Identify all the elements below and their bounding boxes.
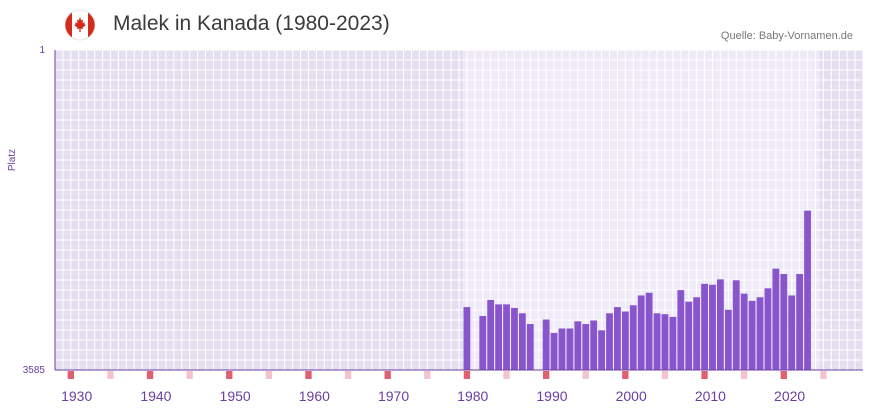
- bar-1995: [598, 330, 605, 370]
- bar-2003: [661, 314, 669, 370]
- x-tick-2010: 2010: [695, 388, 726, 404]
- half-decade-marker: [582, 371, 589, 379]
- bar-2012: [732, 280, 740, 370]
- y-axis-label: Platz: [7, 149, 18, 171]
- bar-2021: [804, 210, 811, 370]
- bar-1999: [629, 305, 637, 370]
- decade-marker: [780, 371, 787, 379]
- x-tick-1930: 1930: [61, 388, 92, 404]
- bar-1989: [550, 332, 558, 370]
- bar-2020: [796, 274, 804, 370]
- x-tick-1940: 1940: [140, 388, 171, 404]
- bar-2008: [701, 283, 708, 370]
- bar-1998: [621, 311, 629, 370]
- axes: [54, 50, 863, 371]
- half-decade-marker: [265, 371, 273, 379]
- bar-2017: [772, 268, 780, 370]
- decade-marker: [384, 371, 391, 379]
- bar-2010: [717, 279, 724, 370]
- half-decade-marker: [424, 371, 431, 379]
- x-tick-labels: 1930 1940 1950 1960 1970 1980 1990 2000 2010 2020: [61, 388, 805, 404]
- canada-flag-icon: [64, 9, 96, 41]
- bar-1994: [590, 320, 598, 370]
- bar-2009: [709, 284, 716, 370]
- half-decade-marker: [741, 371, 748, 379]
- x-tick-1960: 1960: [299, 388, 330, 404]
- decade-marker: [542, 371, 550, 379]
- bar-1986: [526, 324, 534, 370]
- x-tick-1980: 1980: [457, 388, 488, 404]
- bar-1983: [503, 304, 510, 370]
- x-tick-1970: 1970: [378, 388, 409, 404]
- x-tick-1950: 1950: [220, 388, 251, 404]
- bar-2014: [748, 300, 756, 370]
- chart-title: Malek in Kanada (1980-2023): [113, 12, 390, 35]
- bar-2002: [653, 313, 661, 370]
- bar-2000: [637, 295, 645, 370]
- bar-1980: [479, 315, 487, 370]
- bar-1981: [487, 299, 495, 370]
- bar-2006: [685, 301, 693, 370]
- bar-1985: [518, 313, 526, 370]
- decade-marker: [226, 371, 233, 379]
- bar-2001: [645, 292, 653, 370]
- y-tick-bottom: 3585: [23, 365, 46, 376]
- bar-2015: [756, 297, 764, 370]
- bar-1988: [542, 319, 550, 370]
- y-tick-top: 1: [39, 45, 45, 56]
- bar-2007: [693, 297, 701, 370]
- bar-2019: [788, 295, 796, 370]
- bar-2005: [677, 290, 685, 370]
- bar-1992: [574, 321, 582, 370]
- bar-1991: [566, 328, 574, 370]
- bar-series: [463, 210, 811, 370]
- half-decade-marker: [661, 371, 669, 379]
- x-tick-2000: 2000: [616, 388, 647, 404]
- source-credit: Quelle: Baby-Vornamen.de: [720, 30, 853, 42]
- half-decade-marker: [107, 371, 114, 379]
- x-tick-1990: 1990: [536, 388, 567, 404]
- decade-marker: [305, 371, 312, 379]
- bar-1990: [558, 328, 566, 370]
- year-markers: [67, 371, 827, 379]
- bar-2004: [669, 316, 677, 370]
- bar-1982: [495, 304, 503, 370]
- bar-2013: [740, 293, 748, 370]
- half-decade-marker: [344, 371, 352, 379]
- bar-2018: [780, 274, 788, 370]
- bar-2011: [724, 309, 732, 370]
- bar-1978: [463, 307, 471, 370]
- decade-marker: [67, 371, 75, 379]
- bar-1984: [511, 307, 518, 370]
- half-decade-marker: [503, 371, 510, 379]
- half-decade-marker: [186, 371, 193, 379]
- decade-marker: [701, 371, 708, 379]
- x-tick-2020: 2020: [774, 388, 805, 404]
- bar-1996: [606, 313, 613, 370]
- half-decade-marker: [820, 371, 827, 379]
- decade-marker: [463, 371, 471, 379]
- bar-1997: [614, 307, 621, 370]
- bar-1993: [582, 324, 590, 370]
- decade-marker: [146, 371, 154, 379]
- bar-2016: [764, 288, 772, 370]
- decade-marker: [622, 371, 629, 379]
